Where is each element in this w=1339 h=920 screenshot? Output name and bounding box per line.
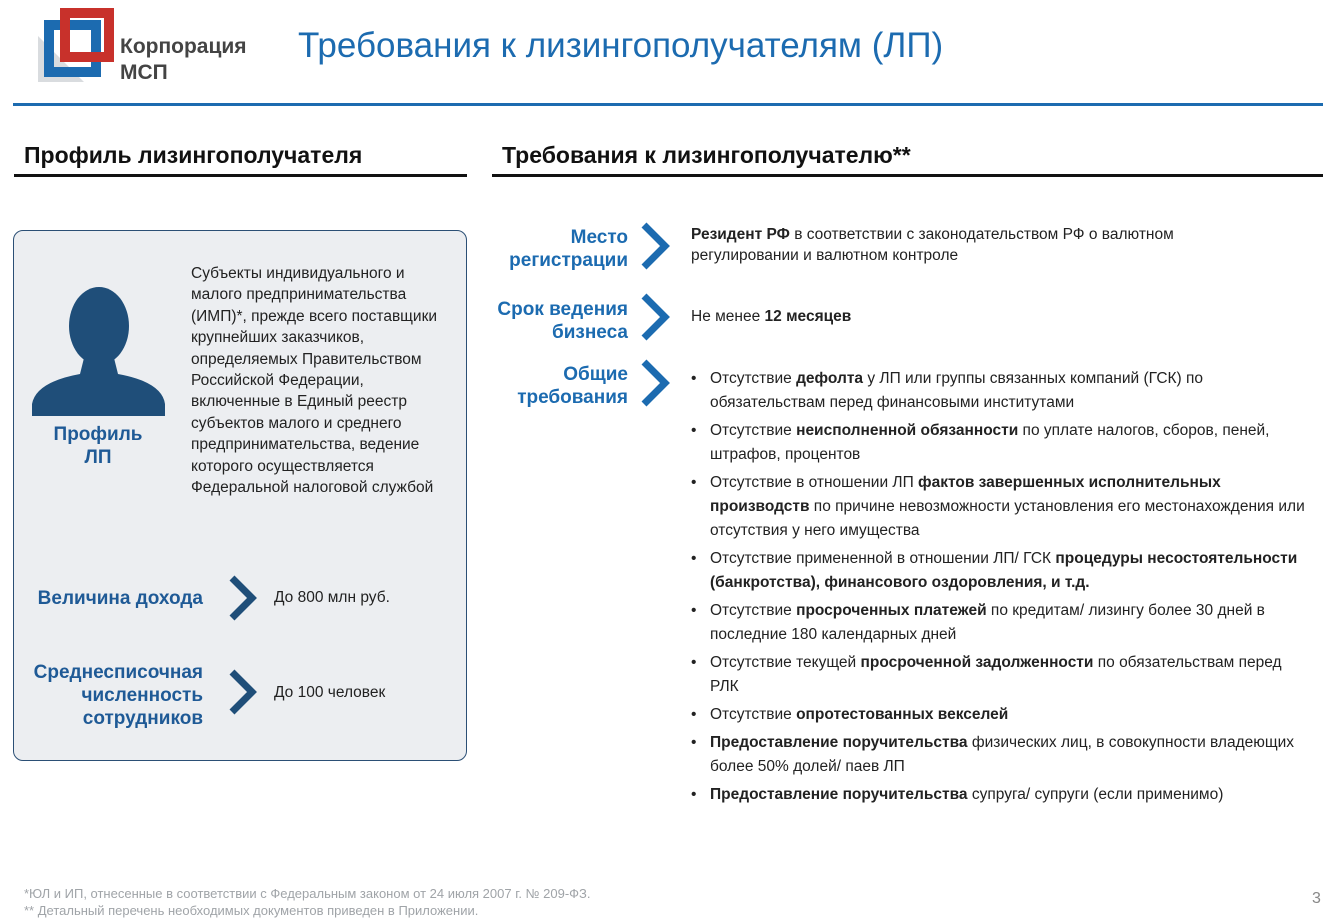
bold-text: просроченных платежей [796,602,987,619]
chevron-right-icon [641,359,670,407]
left-section-heading: Профиль лизингополучателя [24,142,363,168]
person-icon [32,287,165,416]
bold-text: Предоставление поручительства [710,734,968,751]
income-label: Величина дохода [37,588,203,609]
term-label: Срок ведения бизнеса [497,299,628,343]
text: Отсутствие [710,370,797,387]
term-value: Не менее 12 месяцев [691,306,851,327]
list-item: Отсутствие в отношении ЛП фактов заверше… [691,471,1306,543]
divider [492,174,1323,177]
list-item: Отсутствие просроченных платежей по кред… [691,599,1306,647]
list-item: Отсутствие дефолта у ЛП или группы связа… [691,367,1306,415]
text: по обязательствам перед РЛК [710,654,1282,695]
text: Отсутствие примененной в отношении ЛП/ Г… [710,550,1056,567]
list-item: Отсутствие опротестованных векселей [691,703,1306,727]
list-item: Отсутствие текущей просроченной задолжен… [691,651,1306,699]
right-section-heading: Требования к лизингополучателю** [502,142,911,168]
text: по уплате налогов, сборов, пеней, штрафо… [710,422,1270,463]
divider [14,174,467,177]
text: супруга/ супруги (если применимо) [967,786,1224,803]
staff-label: Среднесписочная численность сотрудников [33,662,203,729]
logo-mark-icon [38,8,114,82]
logo-text-2: МСП [120,61,168,84]
general-label: Общие требования [517,364,628,408]
bold-text: Предоставление поручительства [710,786,968,803]
bold-text: опротестованных векселей [796,706,1009,723]
chevron-right-icon [641,222,670,270]
bold-text: Резидент РФ [691,226,790,243]
page-title: Требования к лизингополучателям (ЛП) [298,26,944,65]
text: Отсутствие в отношении ЛП [710,474,919,491]
text: физических лиц, в совокупности владеющих… [710,734,1295,775]
chevron-right-icon [229,669,257,715]
text: Отсутствие [710,422,797,439]
list-item: Отсутствие примененной в отношении ЛП/ Г… [691,547,1306,595]
text: в соответствии с законодательством РФ о … [691,226,1174,265]
logo-text: Корпорация [120,35,247,58]
bold-text: дефолта [796,370,864,387]
requirements-list: Отсутствие дефолта у ЛП или группы связа… [691,367,1306,811]
chevron-right-icon [641,293,670,341]
text: по причине невозможности установления ег… [710,498,1305,539]
page-number: 3 [1312,890,1321,907]
footnote: ** Детальный перечень необходимых докуме… [24,903,479,918]
staff-value: До 100 человек [274,684,386,701]
footnotes: *ЮЛ и ИП, отнесенные в соответствии с Фе… [24,885,591,919]
logo: Корпорация МСП [38,8,253,84]
income-value: До 800 млн руб. [274,589,390,606]
list-item: Предоставление поручительства супруга/ с… [691,783,1306,807]
text: Отсутствие текущей [710,654,861,671]
bold-text: 12 месяцев [764,308,852,325]
registration-value: Резидент РФ в соответствии с законодател… [691,224,1251,267]
list-item: Отсутствие неисполненной обязанности по … [691,419,1306,467]
text: Отсутствие [710,602,797,619]
text: Отсутствие [710,706,797,723]
profile-label: Профиль ЛП [53,424,143,468]
list-item: Предоставление поручительства физических… [691,731,1306,779]
text: у ЛП или группы связанных компаний (ГСК)… [710,370,1204,411]
footnote: *ЮЛ и ИП, отнесенные в соответствии с Фе… [24,886,591,901]
text: по кредитам/ лизингу более 30 дней в пос… [710,602,1265,643]
bold-text: просроченной задолженности [860,654,1094,671]
bold-text: фактов завершенных исполнительных произв… [710,474,1221,515]
text: Не менее [691,308,765,325]
divider [13,103,1323,106]
profile-description: Субъекты индивидуального и малого предпр… [191,265,438,497]
chevron-right-icon [229,575,257,621]
bold-text: неисполненной обязанности [796,422,1019,439]
registration-label: Место регистрации [509,227,628,271]
bold-text: процедуры несостоятельности (банкротства… [710,550,1298,591]
